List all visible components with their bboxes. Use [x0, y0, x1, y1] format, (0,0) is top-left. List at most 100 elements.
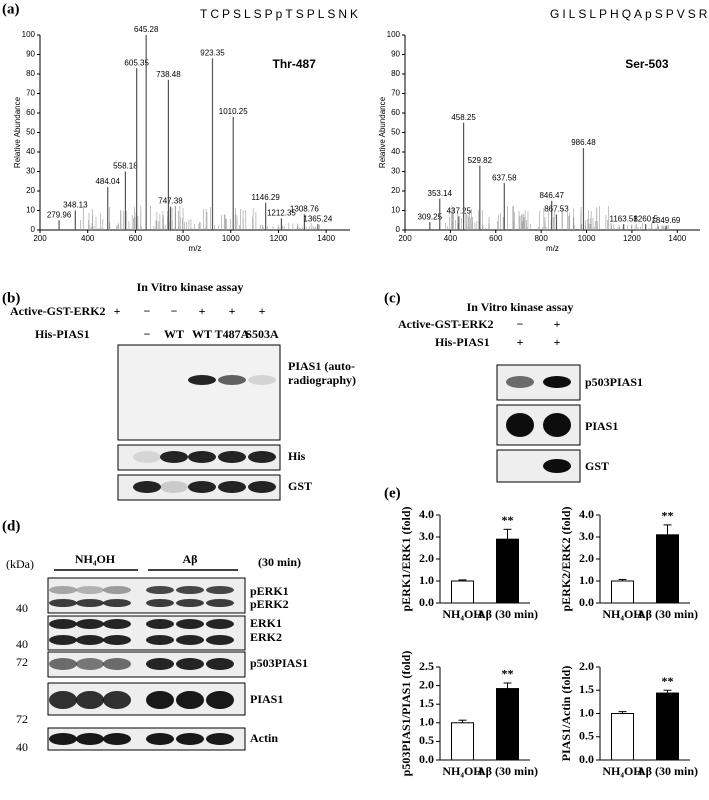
band-label: His	[288, 449, 306, 463]
band	[146, 658, 174, 670]
band	[76, 599, 104, 607]
band	[218, 375, 246, 385]
band-label: PIAS1	[250, 692, 283, 706]
lane-sign: +	[199, 304, 206, 318]
y-tick-label: 60	[391, 108, 400, 117]
x-axis-label: m/z	[546, 244, 559, 253]
annotation: Thr-487	[273, 57, 317, 71]
y-tick-label: 90	[391, 50, 400, 59]
band	[176, 733, 204, 745]
panel-label: (b)	[2, 290, 20, 306]
panel-title: In Vitro kinase assay	[467, 300, 574, 314]
y-tick-label: 20	[391, 186, 400, 195]
peak-label: 458.25	[451, 113, 476, 122]
band-label: PIAS1	[585, 419, 618, 433]
y-tick-label: 80	[391, 69, 400, 78]
band	[49, 658, 77, 670]
band	[76, 586, 104, 594]
x-tick-label: NH₄OH	[602, 764, 643, 778]
y-tick-label: 70	[391, 89, 400, 98]
band	[188, 481, 216, 493]
bar	[496, 688, 519, 761]
band	[206, 635, 234, 645]
row-label: Active-GST-ERK2	[398, 317, 494, 331]
band	[146, 586, 174, 594]
panel-label: (a)	[2, 1, 20, 17]
y-tick-label: 60	[26, 108, 35, 117]
peptide-sequence: TCPSLSPpTSPLSNK	[200, 7, 361, 21]
band	[506, 413, 534, 437]
blot	[117, 344, 281, 441]
peak-label: 738.48	[156, 70, 181, 79]
x-axis-label: m/z	[189, 244, 202, 253]
unit-label: (kDa)	[6, 557, 34, 571]
y-tick-label: 2.0	[579, 659, 594, 673]
band	[160, 451, 188, 463]
band	[133, 481, 161, 493]
x-tick-label: 1200	[270, 234, 288, 243]
band	[543, 459, 571, 473]
band	[506, 376, 534, 388]
bar	[611, 713, 634, 761]
band-label: pERK1	[250, 584, 289, 598]
band-label: p503PIAS1	[250, 656, 308, 670]
peak-label: 484.04	[95, 177, 120, 186]
x-tick-label: NH₄OH	[602, 607, 643, 621]
peak-label: 1308.76	[290, 205, 319, 214]
y-tick-label: 0.0	[579, 752, 594, 766]
peak-label: 279.96	[47, 210, 72, 219]
band	[543, 376, 571, 388]
x-tick-label: Aβ (30 min)	[637, 607, 698, 621]
y-tick-label: 0	[31, 225, 36, 234]
x-tick-label: 200	[33, 234, 47, 243]
band	[49, 619, 77, 629]
band	[206, 599, 234, 607]
mw-marker: 40	[16, 637, 28, 651]
band	[188, 375, 216, 385]
band	[103, 586, 131, 594]
peak-label: 1260.5	[633, 214, 658, 223]
y-tick-label: 3.0	[579, 529, 594, 543]
peak-label: 1146.29	[251, 193, 280, 202]
band	[188, 451, 216, 463]
x-tick-label: 1000	[578, 234, 596, 243]
lane-sign: −	[144, 304, 151, 318]
bar	[611, 580, 634, 604]
band	[206, 691, 234, 709]
y-axis-label: pERK1/ERK1 (fold)	[399, 506, 413, 611]
peak-label: 309.25	[418, 212, 443, 221]
band	[103, 619, 131, 629]
x-tick-label: 1200	[623, 234, 641, 243]
band	[103, 733, 131, 745]
y-tick-label: 50	[391, 128, 400, 137]
panel-title: In Vitro kinase assay	[137, 280, 244, 294]
band	[206, 658, 234, 670]
y-tick-label: 0	[396, 225, 401, 234]
band	[76, 733, 104, 745]
lane-sign: −	[517, 317, 524, 331]
peak-label: 867.53	[544, 205, 569, 214]
y-tick-label: 1.0	[579, 573, 594, 587]
bar	[656, 692, 679, 761]
y-tick-label: 0.5	[579, 729, 594, 743]
peak-label: 529.82	[468, 156, 493, 165]
band	[248, 375, 276, 385]
y-tick-label: 10	[391, 206, 400, 215]
y-tick-label: 2.0	[419, 677, 434, 691]
peak-label: 437.25	[447, 206, 472, 215]
blot	[47, 577, 246, 614]
band-label: PIAS1 (auto-	[288, 359, 355, 373]
band-label: Actin	[250, 731, 278, 745]
y-tick-label: 2.5	[419, 659, 434, 673]
y-tick-label: 80	[26, 69, 35, 78]
y-tick-label: 4.0	[419, 507, 434, 521]
band	[206, 586, 234, 594]
band-label: GST	[288, 479, 312, 493]
significance: **	[662, 509, 674, 523]
band	[248, 451, 276, 463]
band	[248, 481, 276, 493]
band	[176, 599, 204, 607]
x-tick-label: 1000	[222, 234, 240, 243]
y-tick-label: 10	[26, 206, 35, 215]
x-tick-label: NH₄OH	[442, 607, 483, 621]
